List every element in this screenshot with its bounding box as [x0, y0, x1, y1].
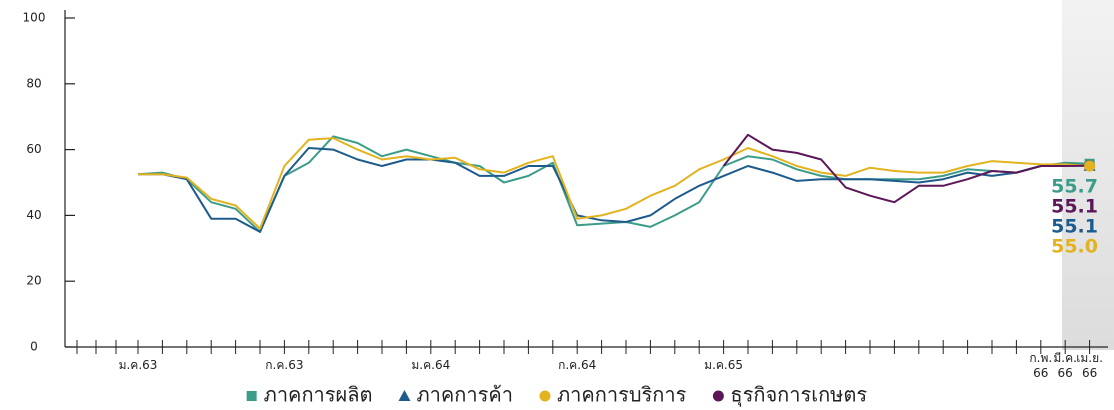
marker	[539, 390, 551, 402]
legend: ภาคการผลิต ภาคการค้า ภาคการบริการ ธุรกิจการ…	[246, 383, 867, 408]
x-tick-label: ม.ค.63	[118, 358, 158, 372]
value-label: 55.0	[1051, 236, 1098, 258]
x-tick-label: ก.ค.64	[558, 358, 597, 372]
series-line	[722, 133, 1090, 204]
value-label: 55.1	[1051, 196, 1098, 218]
marker	[712, 390, 724, 402]
x-tick-label: เม.ย. 66	[1076, 351, 1103, 380]
legend-label: ภาคการค้า	[416, 383, 512, 407]
legend-item: ธุรกิจการเกษตร	[712, 383, 867, 408]
legend-item: ภาคการผลิต	[246, 383, 373, 407]
x-tick-label: มี.ค. 66	[1053, 351, 1077, 380]
value-label: 55.7	[1051, 176, 1098, 198]
legend-item: ภาคการบริการ	[539, 383, 687, 407]
x-tick-label: ม.ค.64	[411, 358, 451, 372]
y-tick-label: 0	[30, 340, 38, 354]
series-line	[138, 137, 1090, 230]
marker	[1084, 160, 1096, 172]
y-tick-label: 40	[26, 208, 41, 222]
marker	[246, 391, 257, 401]
x-tick-label: ม.ค.65	[704, 358, 744, 372]
y-tick-label: 100	[23, 11, 46, 25]
marker	[398, 390, 411, 401]
y-tick-label: 60	[26, 142, 41, 156]
legend-item: ภาคการค้า	[398, 383, 513, 407]
x-tick-label: ก.ค.63	[265, 358, 304, 372]
x-tick-label: ก.พ. 66	[1029, 351, 1053, 380]
series-line	[138, 147, 1090, 233]
y-tick-label: 80	[26, 76, 41, 90]
legend-label: ภาคการบริการ	[557, 383, 687, 407]
legend-label: ภาคการผลิต	[264, 383, 373, 407]
series-line	[137, 135, 1090, 233]
y-tick-label: 20	[26, 274, 41, 288]
legend-label: ธุรกิจการเกษตร	[730, 383, 867, 408]
value-label: 55.1	[1051, 216, 1098, 238]
forecast-shade	[1062, 0, 1114, 350]
